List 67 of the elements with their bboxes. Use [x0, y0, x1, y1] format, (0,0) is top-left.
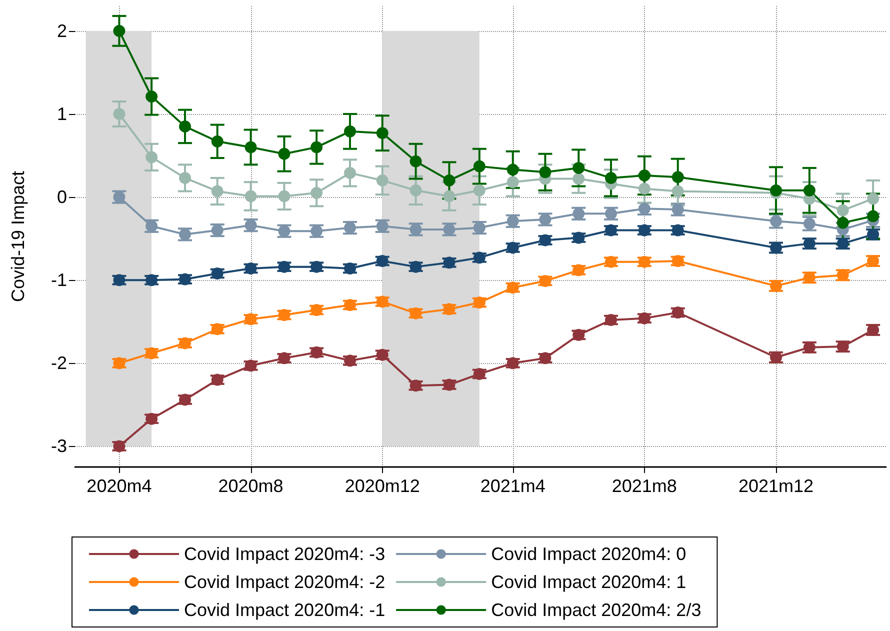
point [605, 314, 617, 326]
point [244, 190, 257, 202]
point [572, 172, 585, 185]
y-tick-label: -2 [50, 353, 67, 374]
point [113, 108, 126, 120]
legend-label: Covid Impact 2020m4: -1 [184, 600, 386, 620]
point [310, 186, 323, 199]
point [146, 151, 158, 164]
point [605, 172, 617, 184]
point [672, 185, 684, 198]
point [572, 162, 585, 174]
point [410, 184, 422, 196]
point [179, 172, 192, 184]
x-tick-label: 2021m4 [480, 476, 546, 496]
point [803, 184, 816, 196]
point [344, 166, 356, 179]
point [803, 218, 816, 230]
point [410, 155, 422, 168]
point [244, 141, 257, 154]
point [506, 176, 519, 188]
x-tick-label: 2021m12 [738, 476, 814, 496]
point [638, 182, 650, 195]
point [539, 166, 552, 178]
point [376, 127, 388, 140]
y-axis-title: Covid-19 Impact [8, 170, 28, 302]
point [605, 208, 617, 220]
y-tick-label: -1 [50, 270, 67, 290]
point [473, 160, 486, 172]
point [211, 185, 224, 198]
point [770, 351, 782, 364]
y-tick-label: 2 [56, 20, 67, 41]
point [672, 171, 684, 184]
point [146, 90, 158, 103]
point [179, 120, 192, 132]
legend-label: Covid Impact 2020m4: 0 [491, 544, 686, 564]
point [113, 24, 126, 37]
point [443, 174, 456, 186]
point [836, 204, 849, 216]
x-tick-label: 2020m4 [86, 476, 152, 496]
y-tick-label: -3 [50, 436, 67, 456]
point [770, 280, 782, 292]
point [278, 190, 290, 202]
point [867, 210, 880, 222]
point [344, 125, 356, 138]
point [770, 184, 782, 196]
y-tick-label: 0 [56, 187, 67, 208]
point [605, 256, 617, 268]
point [867, 192, 880, 205]
point [211, 135, 224, 148]
point [473, 184, 486, 196]
x-tick-label: 2020m8 [218, 476, 284, 496]
legend-label: Covid Impact 2020m4: 1 [491, 572, 686, 592]
legend-label: Covid Impact 2020m4: 2/3 [491, 600, 702, 620]
x-tick-label: 2021m8 [612, 476, 677, 496]
y-tick-label: 1 [56, 104, 67, 124]
point [278, 148, 290, 160]
point [310, 141, 323, 154]
point [376, 174, 388, 186]
x-tick-label: 2020m12 [344, 476, 420, 496]
legend-label: Covid Impact 2020m4: -2 [184, 572, 386, 592]
legend-label: Covid Impact 2020m4: -3 [184, 544, 386, 564]
point [770, 242, 782, 254]
point [506, 164, 519, 176]
point [443, 190, 456, 202]
point [638, 169, 650, 182]
point [605, 224, 617, 236]
point [836, 216, 849, 229]
